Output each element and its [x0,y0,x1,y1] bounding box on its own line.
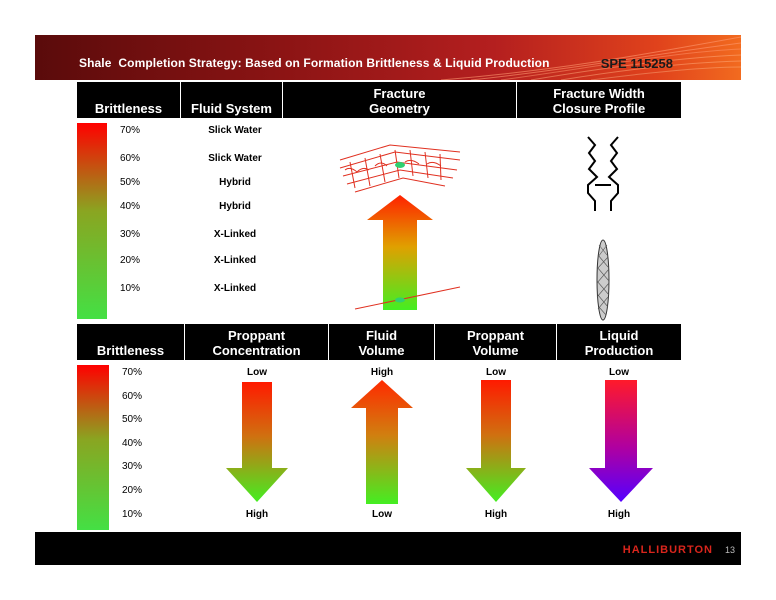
pct-label: 40% [122,438,143,449]
fluid-label: X-Linked [213,255,257,266]
pct-label: 50% [122,414,143,425]
pct-label: 70% [120,125,141,136]
spe-reference: SPE 115258 [600,56,673,71]
fluid-volume-top-label: High [370,367,394,378]
title-banner: Shale Completion Strategy: Based on Form… [35,35,741,80]
header-brittleness-top: Brittleness [77,82,181,118]
pct-label: 60% [122,391,143,402]
header-fluid-volume: Fluid Volume [329,324,435,360]
trend-arrows [226,380,653,504]
arrow-down-icon [226,382,288,502]
footer: HALLIBURTON 13 [35,532,741,565]
perforation-icon [395,162,405,168]
pct-label: 10% [122,509,143,520]
liquid-production-top-label: Low [609,367,629,378]
header-liquid-production: Liquid Production [557,324,681,360]
fluid-label: Slick Water [208,153,262,164]
complex-fracture-network-icon [339,144,461,193]
fluid-volume-bottom-label: Low [372,509,392,520]
slide: Shale Completion Strategy: Based on Form… [35,35,741,565]
brittleness-gradient-top [77,123,107,319]
fluid-label: Hybrid [219,177,251,188]
perforation-icon [395,297,405,303]
pct-label: 30% [122,461,143,472]
planar-closure-profile-icon [596,239,610,321]
header-fluid-system: Fluid System [181,82,283,118]
brittleness-gradient-bottom [77,365,109,530]
banner-decoration [441,36,741,80]
fluid-label: X-Linked [213,229,257,240]
page-number: 13 [724,545,735,555]
header-proppant-volume: Proppant Volume [435,324,557,360]
fracture-width-diagram [587,136,619,321]
arrow-up-icon [367,195,433,310]
pct-label: 50% [120,177,141,188]
pct-label: 20% [120,255,141,266]
proppant-volume-top-label: Low [486,367,506,378]
pct-label: 10% [120,283,141,294]
header-fracture-width: Fracture Width Closure Profile [517,82,681,118]
proppant-volume-bottom-label: High [484,509,508,520]
pct-label: 40% [120,201,141,212]
fluid-label: X-Linked [213,283,257,294]
proppant-concentration-bottom-label: High [245,509,269,520]
fluid-label: Slick Water [208,125,262,136]
arrow-up-icon [351,380,413,504]
pct-label: 30% [120,229,141,240]
liquid-production-bottom-label: High [607,509,631,520]
arrow-down-icon [589,380,653,502]
header-fracture-geometry: Fracture Geometry [283,82,517,118]
pct-label: 20% [122,485,143,496]
header-brittleness-bottom: Brittleness [77,324,185,360]
halliburton-logo: HALLIBURTON [622,544,713,556]
fracture-geometry-diagram [339,144,461,310]
header-proppant-concentration: Proppant Concentration [185,324,329,360]
pct-label: 60% [120,153,141,164]
planar-fracture-diagram [354,286,461,310]
fluid-label: Hybrid [219,201,251,212]
pct-label: 70% [122,367,143,378]
complex-closure-profile-icon [587,136,619,211]
arrow-down-icon [466,380,526,502]
page-title: Shale Completion Strategy: Based on Form… [79,56,550,70]
proppant-concentration-top-label: Low [247,367,267,378]
